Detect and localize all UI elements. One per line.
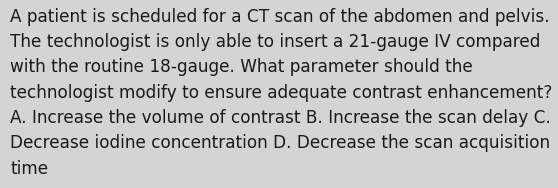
Text: The technologist is only able to insert a 21-gauge IV compared: The technologist is only able to insert … [10, 33, 540, 51]
Text: A patient is scheduled for a CT scan of the abdomen and pelvis.: A patient is scheduled for a CT scan of … [10, 8, 550, 26]
Text: Decrease iodine concentration D. Decrease the scan acquisition: Decrease iodine concentration D. Decreas… [10, 134, 550, 152]
Text: A. Increase the volume of contrast B. Increase the scan delay C.: A. Increase the volume of contrast B. In… [10, 109, 551, 127]
Text: time: time [10, 160, 48, 178]
Text: technologist modify to ensure adequate contrast enhancement?: technologist modify to ensure adequate c… [10, 84, 552, 102]
Text: with the routine 18-gauge. What parameter should the: with the routine 18-gauge. What paramete… [10, 58, 473, 76]
